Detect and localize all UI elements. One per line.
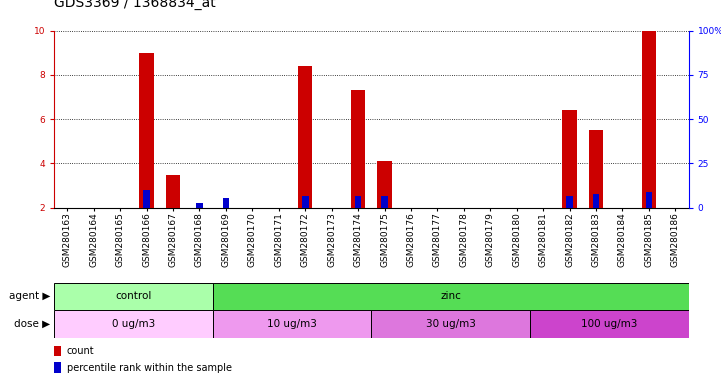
Text: percentile rank within the sample: percentile rank within the sample xyxy=(66,363,231,373)
Text: 0 ug/m3: 0 ug/m3 xyxy=(112,319,155,329)
Bar xyxy=(377,161,392,208)
Text: count: count xyxy=(66,346,94,356)
Bar xyxy=(566,195,573,208)
Bar xyxy=(196,203,203,208)
Text: control: control xyxy=(115,291,151,301)
Bar xyxy=(642,31,656,208)
Bar xyxy=(213,310,371,338)
Text: agent ▶: agent ▶ xyxy=(9,291,50,301)
Text: zinc: zinc xyxy=(441,291,461,301)
Bar xyxy=(302,195,309,208)
Bar xyxy=(355,195,361,208)
Bar xyxy=(223,198,229,208)
Bar xyxy=(139,53,154,208)
Text: 10 ug/m3: 10 ug/m3 xyxy=(267,319,317,329)
Bar xyxy=(589,130,603,208)
Text: 100 ug/m3: 100 ug/m3 xyxy=(581,319,637,329)
Bar xyxy=(166,175,180,208)
Text: 30 ug/m3: 30 ug/m3 xyxy=(425,319,476,329)
Bar xyxy=(593,194,599,208)
Bar xyxy=(381,195,388,208)
Bar xyxy=(213,283,689,310)
Bar xyxy=(298,66,312,208)
Bar xyxy=(54,283,213,310)
Bar xyxy=(530,310,689,338)
Bar xyxy=(562,110,577,208)
Bar xyxy=(351,91,366,208)
Bar xyxy=(54,362,61,373)
Bar xyxy=(371,310,530,338)
Text: GDS3369 / 1368834_at: GDS3369 / 1368834_at xyxy=(54,0,216,10)
Bar xyxy=(143,190,150,208)
Bar xyxy=(645,192,653,208)
Text: dose ▶: dose ▶ xyxy=(14,319,50,329)
Bar xyxy=(54,346,61,356)
Bar xyxy=(54,310,213,338)
